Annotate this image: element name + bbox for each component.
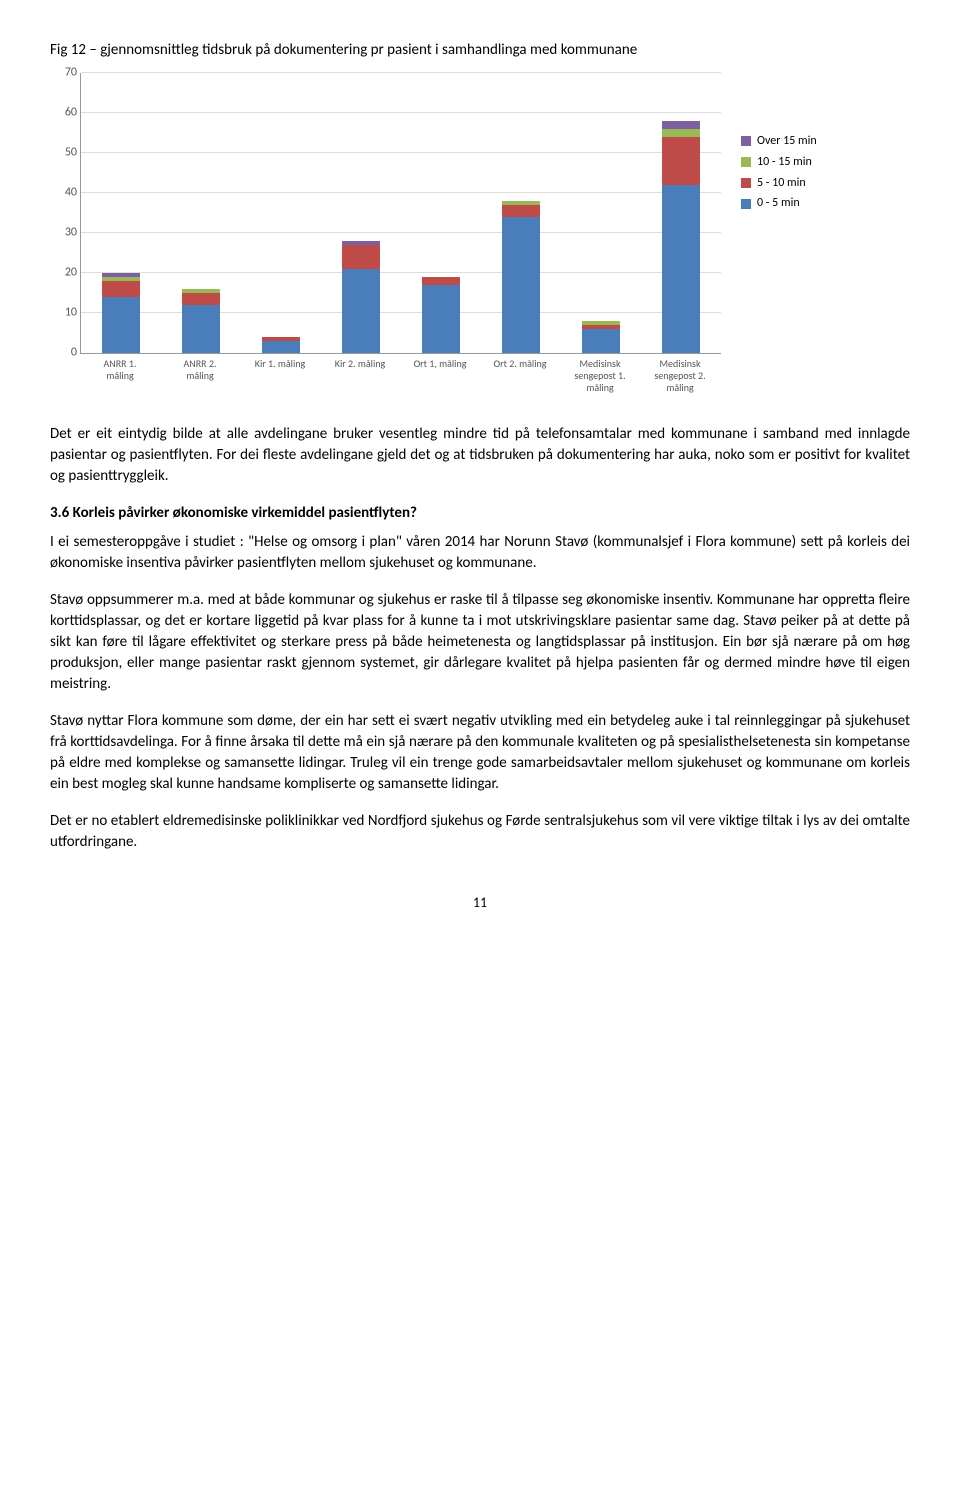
bar-stack [662, 121, 700, 353]
y-tick-label: 10 [53, 305, 77, 322]
bar-segment [342, 269, 380, 353]
bar-segment [102, 281, 140, 297]
y-tick-label: 0 [53, 345, 77, 362]
bar-segment [182, 305, 220, 353]
bar-stack [422, 277, 460, 353]
bar-segment [662, 121, 700, 129]
paragraph-2: I ei semesteroppgåve i studiet : "Helse … [50, 532, 910, 574]
figure-title: Fig 12 – gjennomsnittleg tidsbruk på dok… [50, 40, 910, 61]
bar-segment [422, 277, 460, 285]
paragraph-5: Det er no etablert eldremedisinske polik… [50, 811, 910, 853]
section-heading: 3.6 Korleis påvirker økonomiske virkemid… [50, 503, 910, 524]
legend-label: 0 - 5 min [757, 195, 800, 212]
bar-stack [502, 201, 540, 353]
x-tick-label: Kir 2. måling [330, 358, 390, 394]
bar-stack [342, 241, 380, 353]
bar-stack [262, 337, 300, 353]
legend-item: Over 15 min [741, 133, 817, 150]
bar-segment [662, 129, 700, 137]
legend-label: Over 15 min [757, 133, 817, 150]
legend-swatch [741, 136, 751, 146]
paragraph-3: Stavø oppsummerer m.a. med at både kommu… [50, 590, 910, 695]
legend-label: 10 - 15 min [757, 154, 812, 171]
chart-container: 010203040506070 ANRR 1. måling ANRR 2. må… [50, 73, 910, 394]
bar-stack [182, 289, 220, 353]
bar-segment [182, 293, 220, 305]
bar-segment [342, 245, 380, 269]
x-tick-label: ANRR 2. måling [170, 358, 230, 394]
x-tick-label: Ort 2. måling [490, 358, 550, 394]
bar-segment [582, 329, 620, 353]
bar-segment [662, 185, 700, 353]
legend-swatch [741, 178, 751, 188]
bar-segment [262, 341, 300, 353]
x-tick-label: Kir 1. måling [250, 358, 310, 394]
legend-label: 5 - 10 min [757, 175, 806, 192]
paragraph-1: Det er eit eintydig bilde at alle avdeli… [50, 424, 910, 487]
bar-segment [662, 137, 700, 185]
x-tick-label: Medisinsk sengepost 1. måling [570, 358, 630, 394]
stacked-bar-chart: 010203040506070 [80, 73, 721, 354]
y-tick-label: 70 [53, 65, 77, 82]
legend-swatch [741, 199, 751, 209]
bar-segment [102, 297, 140, 353]
page-number: 11 [50, 893, 910, 913]
legend-item: 5 - 10 min [741, 175, 817, 192]
bar-stack [102, 273, 140, 353]
x-tick-label: Medisinsk sengepost 2. måling [650, 358, 710, 394]
x-tick-label: Ort 1, måling [410, 358, 470, 394]
y-tick-label: 30 [53, 225, 77, 242]
y-tick-label: 50 [53, 145, 77, 162]
paragraph-4: Stavø nyttar Flora kommune som døme, der… [50, 711, 910, 795]
bar-segment [502, 205, 540, 217]
bar-segment [502, 217, 540, 353]
legend-item: 0 - 5 min [741, 195, 817, 212]
y-tick-label: 60 [53, 105, 77, 122]
bar-stack [582, 321, 620, 353]
x-tick-label: ANRR 1. måling [90, 358, 150, 394]
bar-segment [422, 285, 460, 353]
y-tick-label: 40 [53, 185, 77, 202]
chart-legend: Over 15 min 10 - 15 min 5 - 10 min 0 - 5 mi… [741, 133, 817, 216]
legend-item: 10 - 15 min [741, 154, 817, 171]
x-axis-labels: ANRR 1. måling ANRR 2. måling Kir 1. målin… [80, 358, 720, 394]
y-tick-label: 20 [53, 265, 77, 282]
legend-swatch [741, 157, 751, 167]
